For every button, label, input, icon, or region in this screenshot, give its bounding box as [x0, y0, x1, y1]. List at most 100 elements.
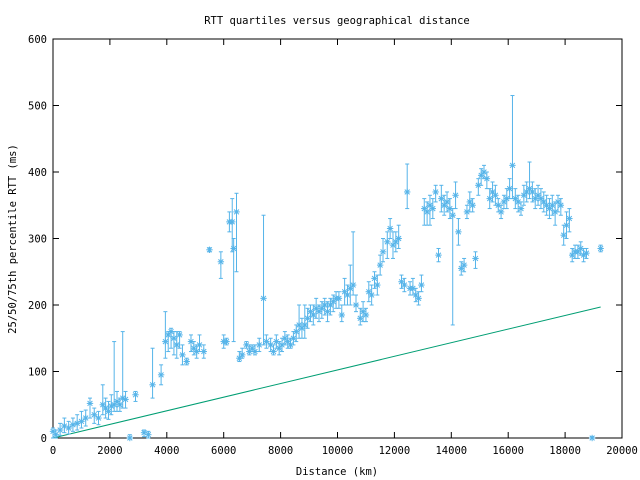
median-marker	[368, 291, 375, 299]
x-tick-label: 20000	[606, 445, 638, 457]
median-marker	[65, 424, 72, 432]
y-axis-label: 25/50/75th percentile RTT (ms)	[7, 144, 19, 334]
median-marker	[597, 245, 604, 252]
x-tick-label: 16000	[492, 445, 524, 457]
median-marker	[301, 321, 308, 329]
median-marker	[362, 311, 370, 319]
median-marker	[86, 400, 94, 407]
median-marker	[429, 205, 437, 212]
median-marker	[157, 371, 165, 379]
median-marker	[126, 434, 134, 442]
median-marker	[206, 246, 213, 254]
median-marker	[514, 198, 522, 206]
median-marker	[376, 261, 384, 269]
errorbar	[261, 214, 266, 346]
median-marker	[251, 348, 259, 355]
median-marker	[246, 348, 253, 355]
median-marker	[304, 315, 311, 322]
median-marker	[432, 188, 439, 196]
median-marker	[554, 198, 562, 206]
x-tick-label: 14000	[435, 445, 467, 457]
median-marker	[132, 391, 139, 398]
median-marker	[588, 434, 596, 442]
median-marker	[577, 245, 584, 252]
median-marker	[122, 396, 129, 403]
median-marker	[217, 258, 225, 265]
y-tick-label: 300	[28, 234, 47, 246]
y-tick-label: 200	[28, 300, 47, 312]
median-marker	[349, 281, 357, 289]
median-marker	[324, 308, 331, 315]
median-marker	[91, 411, 98, 418]
reference-line	[52, 306, 601, 439]
median-marker	[310, 311, 317, 319]
median-marker	[480, 168, 488, 176]
median-marker	[260, 295, 267, 302]
median-marker	[105, 408, 112, 415]
errorbar	[234, 192, 239, 273]
median-marker	[170, 335, 178, 342]
median-marker	[145, 431, 152, 438]
errorbar	[302, 304, 307, 339]
errorbar	[385, 231, 390, 259]
median-marker	[223, 338, 230, 345]
median-marker	[449, 212, 456, 219]
y-tick-label: 400	[28, 167, 47, 179]
median-marker	[546, 205, 553, 212]
median-marker	[116, 401, 124, 408]
x-tick-label: 0	[50, 445, 56, 457]
median-marker	[233, 208, 240, 216]
median-marker	[287, 341, 294, 349]
median-marker	[200, 348, 207, 355]
median-marker	[335, 295, 343, 302]
median-marker	[404, 188, 411, 196]
median-marker	[486, 195, 493, 202]
median-marker	[196, 341, 203, 349]
median-marker	[469, 202, 476, 209]
median-marker	[509, 162, 516, 169]
median-marker	[179, 351, 186, 359]
median-marker	[443, 198, 451, 206]
median-marker	[386, 225, 394, 232]
median-marker	[472, 255, 479, 262]
median-marker	[267, 341, 274, 349]
median-marker	[379, 248, 387, 255]
median-marker	[460, 261, 468, 269]
y-tick-label: 600	[28, 34, 47, 46]
x-axis: 0 2000 4000 6000 8000 10000 12000 14000 16000 180…	[50, 39, 638, 457]
median-marker	[549, 202, 556, 209]
x-tick-label: 12000	[379, 445, 411, 457]
median-marker	[149, 381, 156, 388]
median-marker	[418, 281, 425, 289]
median-marker	[187, 338, 195, 345]
median-marker	[566, 215, 573, 222]
median-marker	[183, 358, 190, 365]
errorbar-layer	[51, 95, 603, 439]
median-marker	[438, 195, 445, 202]
median-marker	[270, 348, 277, 355]
median-marker	[230, 245, 237, 252]
median-marker	[344, 291, 351, 299]
x-tick-label: 18000	[549, 445, 581, 457]
median-marker	[401, 281, 408, 289]
median-marker	[162, 338, 169, 345]
median-marker	[374, 281, 381, 289]
median-marker	[398, 278, 405, 285]
errorbar	[218, 251, 223, 279]
errorbar	[527, 161, 532, 200]
median-marker	[415, 295, 422, 302]
median-marker	[384, 238, 391, 246]
errorbar	[405, 163, 410, 210]
median-marker	[95, 414, 102, 422]
y-tick-label: 100	[28, 367, 47, 379]
median-marker	[290, 335, 297, 342]
median-marker	[529, 188, 536, 196]
median-marker	[293, 328, 300, 335]
x-tick-label: 8000	[268, 445, 293, 457]
median-marker	[560, 231, 567, 239]
median-marker	[173, 341, 180, 349]
x-tick-label: 4000	[154, 445, 179, 457]
median-marker	[395, 235, 402, 242]
median-marker	[506, 185, 513, 192]
